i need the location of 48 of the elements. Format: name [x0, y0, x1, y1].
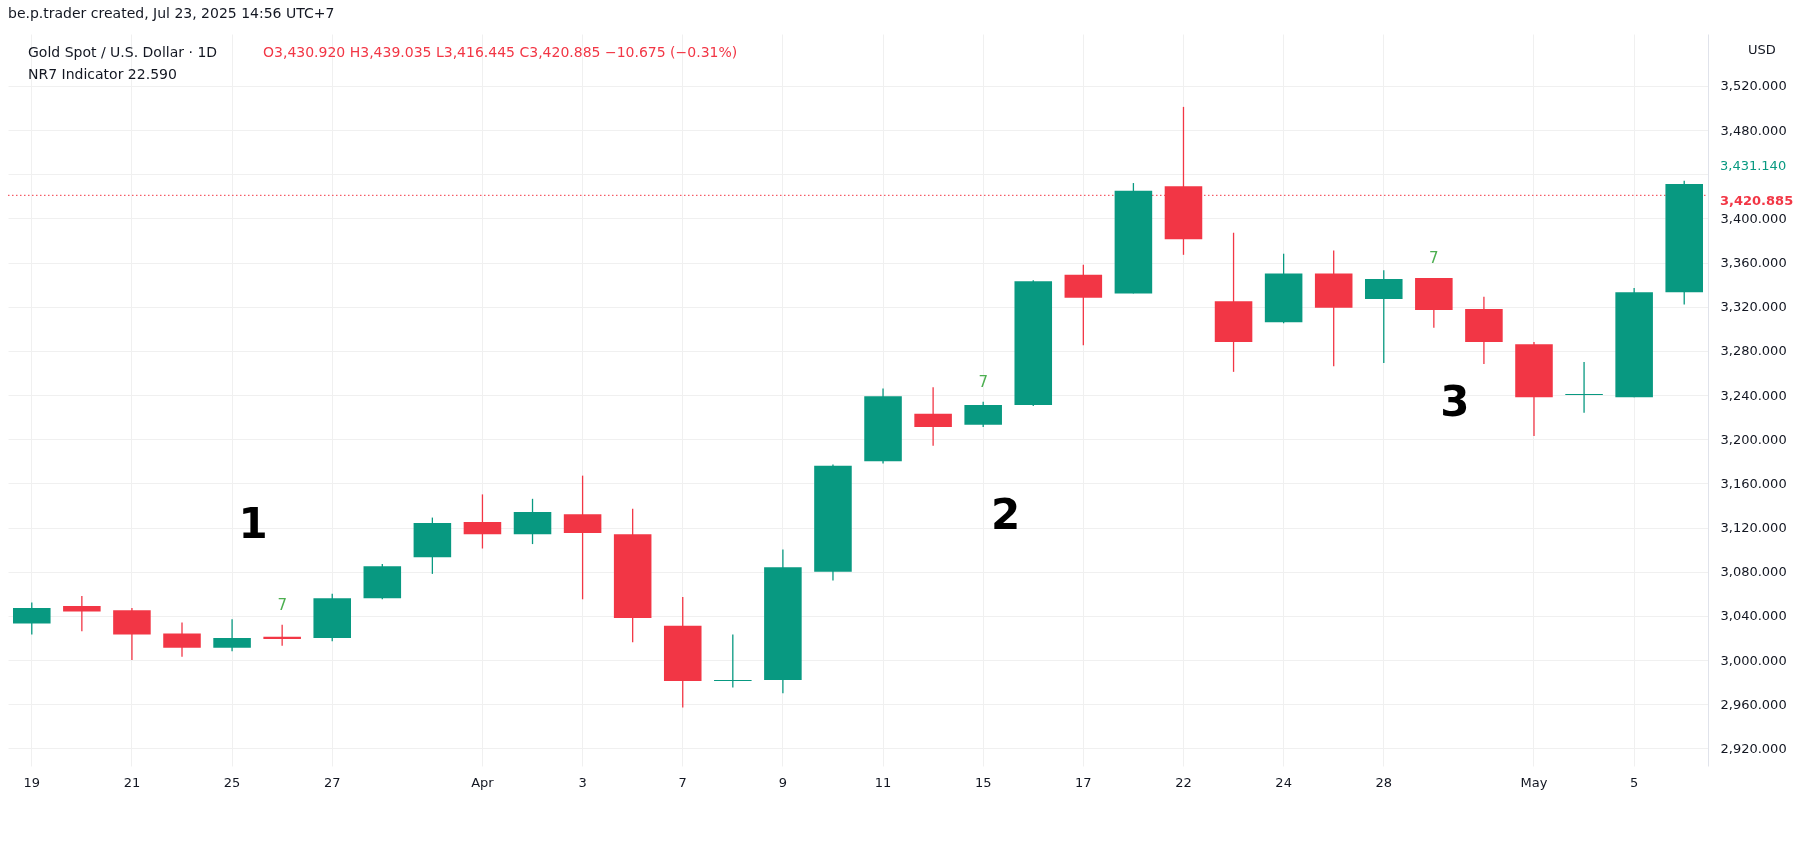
y-tick-label: 3,120.000 [1720, 520, 1787, 536]
x-tick-label: 25 [223, 774, 241, 790]
x-tick-label: 24 [1275, 774, 1292, 790]
x-tick-label: 22 [1175, 774, 1192, 790]
text: 3,431.140 [1720, 158, 1787, 173]
x-tick-label: 15 [974, 774, 992, 790]
candlestick [263, 624, 301, 647]
text: USD [1748, 42, 1776, 57]
x-tick-label: 28 [1375, 774, 1393, 790]
y-tick-label: 2,960.000 [1720, 696, 1787, 712]
x-tick-label: 9 [778, 774, 788, 790]
y-tick-label: 3,160.000 [1720, 475, 1787, 491]
x-tick-label: 17 [1075, 774, 1092, 790]
candlestick [714, 633, 752, 689]
x-tick-label: Apr [471, 774, 495, 790]
annotation: 7 [277, 596, 287, 614]
y-tick-label: 3,320.000 [1720, 299, 1787, 315]
y-tick-label: 2,920.000 [1720, 740, 1787, 756]
x-tick-label: 3 [578, 774, 587, 790]
x-tick-label: 21 [123, 774, 141, 790]
y-tick-label: 3,080.000 [1720, 564, 1787, 580]
x-tick-label: 19 [23, 774, 41, 790]
annotation: 2 [991, 490, 1021, 539]
text: O3,430.920 H3,439.035 L3,416.445 C3,420.885 −10.675 (−0.31%) [263, 44, 738, 60]
annotation: 7 [978, 373, 988, 391]
y-tick-label: 3,240.000 [1720, 387, 1787, 403]
y-tick-label: 3,360.000 [1720, 255, 1787, 271]
x-tick-label: 11 [874, 774, 892, 790]
candlestick [1565, 361, 1603, 414]
y-tick-label: 3,400.000 [1720, 210, 1787, 226]
y-tick-label: 3,520.000 [1720, 78, 1787, 94]
annotation: 7 [1429, 249, 1439, 267]
x-tick-label: 27 [323, 774, 341, 790]
candlestick [63, 595, 101, 632]
text: Gold Spot / U.S. Dollar · 1D [28, 44, 218, 60]
text: be.p.trader created, Jul 23, 2025 14:56 UTC+7 [8, 5, 335, 21]
annotation: NR7 Indicator 22.590 [28, 66, 177, 82]
y-tick-label: 3,040.000 [1720, 608, 1787, 624]
annotation: 1 [238, 499, 268, 548]
annotation: 3 [1440, 377, 1470, 426]
x-tick-label: 5 [1630, 774, 1639, 790]
y-tick-label: 3,480.000 [1720, 122, 1787, 138]
ref-line-label: 3,420.885 [1720, 193, 1794, 209]
y-tick-label: 3,000.000 [1720, 652, 1787, 668]
x-tick-label: 7 [678, 774, 687, 790]
x-tick-label: May [1520, 774, 1548, 790]
y-tick-label: 3,280.000 [1720, 343, 1787, 359]
y-tick-label: 3,200.000 [1720, 431, 1787, 447]
